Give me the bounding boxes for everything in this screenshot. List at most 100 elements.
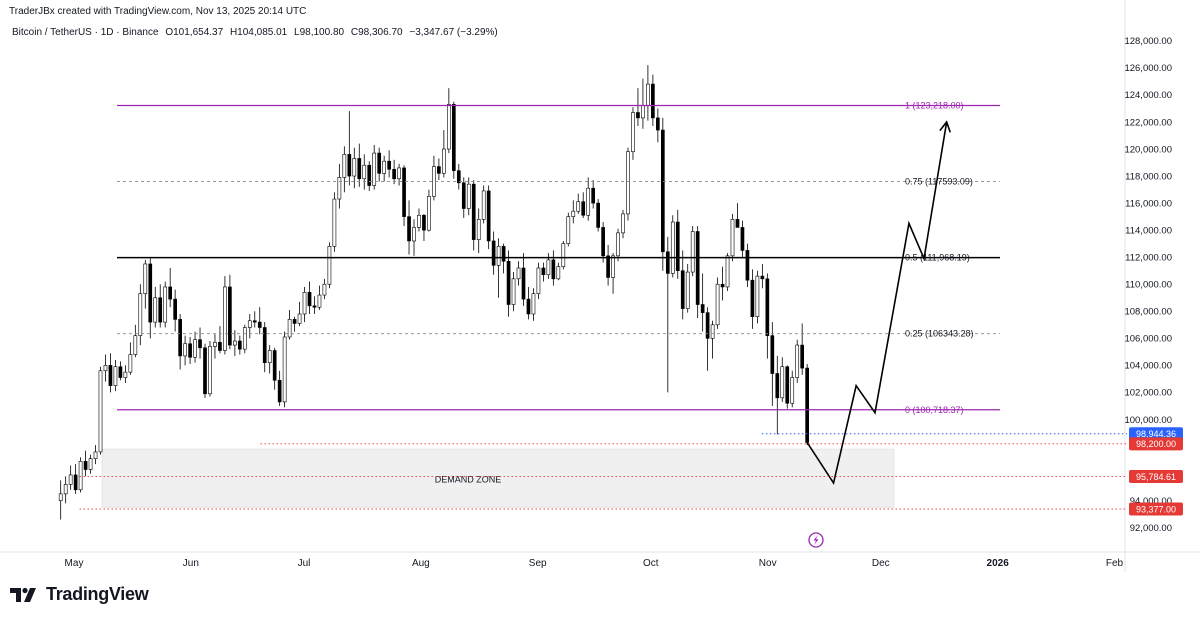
- candle: [705, 307, 710, 371]
- candle-body-up: [466, 183, 471, 209]
- candle-body-up: [63, 484, 68, 495]
- candle: [203, 343, 207, 398]
- candle-body-down: [551, 259, 556, 280]
- candle-body-up: [247, 320, 252, 328]
- candle-body-up: [372, 152, 377, 186]
- candle: [780, 357, 785, 402]
- candle-body-down: [770, 335, 775, 374]
- candle-body-up: [352, 158, 357, 177]
- y-tick-label: 102,000.00: [1124, 388, 1172, 399]
- candle-body-up: [641, 105, 645, 119]
- candle: [725, 253, 730, 291]
- candle: [521, 253, 526, 306]
- candle-body-up: [302, 292, 307, 315]
- candle: [680, 250, 685, 320]
- candle-body-up: [730, 219, 735, 257]
- candle: [312, 296, 317, 314]
- candle: [735, 203, 740, 228]
- candle: [173, 289, 177, 332]
- candle-body-up: [183, 343, 187, 357]
- ohlc-low: L98,100.80: [294, 27, 345, 38]
- x-tick-label: Aug: [412, 558, 430, 569]
- candle: [506, 250, 511, 317]
- candle: [536, 262, 541, 300]
- y-tick-label: 124,000.00: [1124, 90, 1172, 101]
- candle: [800, 323, 805, 375]
- price-badge-bg: [1129, 469, 1183, 483]
- candle-body-up: [531, 293, 536, 315]
- candle: [740, 220, 745, 259]
- candle-body-up: [98, 370, 103, 453]
- candle: [262, 322, 267, 373]
- candle: [501, 243, 506, 274]
- candle: [576, 193, 581, 214]
- projection-path: [806, 121, 948, 486]
- candle-body-up: [566, 216, 571, 244]
- candle: [267, 345, 272, 374]
- candle: [720, 266, 725, 301]
- candle: [387, 150, 391, 178]
- candle-body-down: [312, 305, 317, 308]
- candle: [208, 341, 212, 397]
- candle: [257, 307, 262, 335]
- candle-body-down: [486, 190, 491, 242]
- candle: [606, 245, 610, 286]
- candle: [531, 288, 536, 321]
- candle-body-down: [257, 321, 262, 328]
- price-badge-label: 98,200.00: [1136, 439, 1176, 449]
- candle-body-down: [680, 270, 685, 309]
- candle-body-up: [611, 255, 615, 278]
- candle-body-down: [262, 327, 267, 363]
- candle: [242, 324, 247, 354]
- candle-body-down: [695, 231, 700, 305]
- candle-body-down: [591, 187, 596, 204]
- candle: [775, 355, 780, 435]
- candle: [352, 147, 357, 189]
- y-tick-label: 108,000.00: [1124, 307, 1172, 318]
- candle-body-down: [173, 298, 177, 320]
- candle-body-down: [526, 298, 531, 315]
- candle: [476, 208, 481, 254]
- candle-body-up: [725, 255, 730, 288]
- candle: [432, 155, 436, 201]
- candle: [461, 177, 466, 218]
- candle-body-down: [456, 170, 461, 184]
- candle: [103, 354, 108, 382]
- candle: [730, 213, 735, 262]
- candle-body-down: [775, 373, 780, 399]
- fib-level-label: 0.75 (117593.09): [905, 177, 973, 187]
- candle: [586, 177, 591, 221]
- candle: [526, 286, 531, 320]
- candle-body-up: [417, 214, 421, 228]
- candle-body-down: [73, 474, 78, 491]
- candle: [665, 236, 670, 393]
- candle: [337, 163, 342, 209]
- candle: [616, 228, 620, 262]
- candle-body-up: [556, 266, 561, 280]
- candle-body-up: [536, 267, 541, 295]
- candle: [407, 200, 411, 255]
- demand-zone-label: DEMAND ZONE: [435, 474, 502, 484]
- candle: [282, 331, 287, 408]
- candle: [397, 163, 401, 186]
- candle-body-down: [765, 278, 770, 336]
- replay-lightning-icon[interactable]: [808, 532, 824, 548]
- candle: [88, 454, 93, 474]
- candle: [307, 281, 312, 314]
- candle: [367, 161, 372, 191]
- symbol-title[interactable]: Bitcoin / TetherUS · 1D · Binance: [12, 27, 159, 38]
- candle: [178, 313, 182, 370]
- candle: [193, 331, 197, 363]
- y-tick-label: 122,000.00: [1124, 117, 1172, 128]
- candle: [631, 107, 635, 160]
- candle: [700, 273, 705, 332]
- candle: [755, 270, 760, 324]
- candle-body-down: [651, 83, 655, 119]
- candle: [322, 278, 327, 300]
- candle-body-down: [158, 297, 163, 323]
- candle: [83, 450, 88, 477]
- candle-body-down: [307, 292, 312, 307]
- candle: [765, 273, 770, 359]
- candle-body-down: [272, 350, 277, 381]
